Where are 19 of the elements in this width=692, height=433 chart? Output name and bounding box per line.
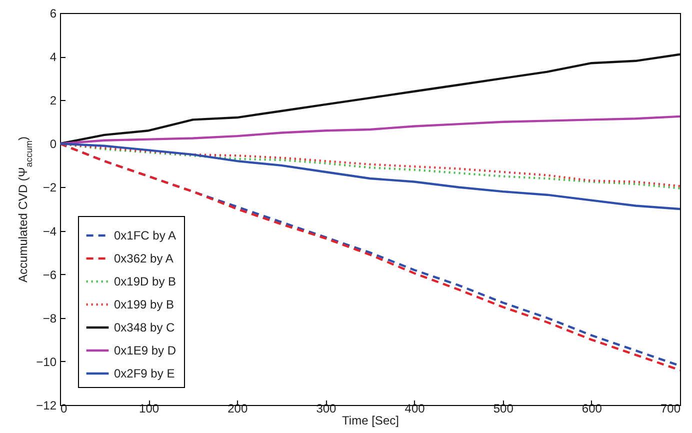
legend-label: 0x19D by B [114, 274, 176, 288]
x-axis-title: Time [Sec] [342, 414, 399, 428]
y-tick-label: 0 [50, 137, 57, 152]
y-tick-label: −12 [36, 398, 57, 412]
legend-label: 0x362 by A [114, 252, 174, 266]
legend-label: 0x199 by B [114, 298, 174, 312]
legend-label: 0x2F9 by E [114, 366, 175, 380]
y-tick-label: −8 [42, 311, 57, 326]
line-series [60, 53, 680, 145]
legend-label: 0x1E9 by D [114, 344, 176, 358]
y-tick-label: −10 [36, 354, 57, 369]
y-tick-label: 2 [50, 94, 57, 108]
y-tick-label: −6 [42, 268, 57, 282]
y-tick-label: 4 [50, 50, 57, 64]
legend-label: 0x1FC by A [114, 228, 176, 242]
y-tick-label: −4 [42, 224, 57, 238]
y-tick-label: 6 [50, 6, 57, 20]
legend-label: 0x348 by C [114, 320, 176, 334]
y-tick-label: −2 [42, 180, 57, 195]
